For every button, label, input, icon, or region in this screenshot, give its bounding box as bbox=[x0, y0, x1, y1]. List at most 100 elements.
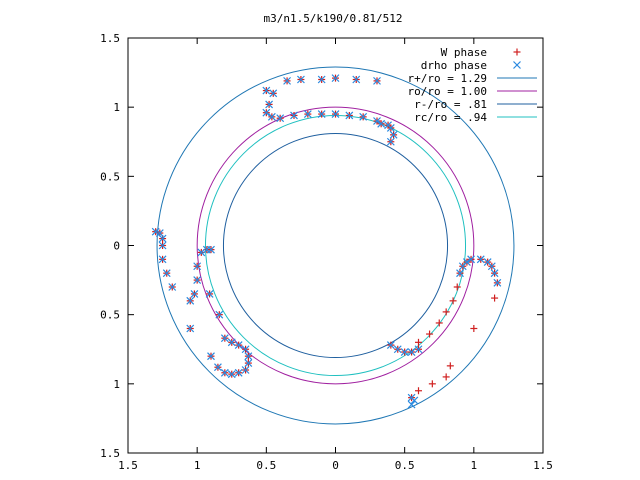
point-s1-69-d2 bbox=[410, 396, 419, 405]
point-s1-6 bbox=[283, 76, 292, 85]
point-s1-33 bbox=[193, 276, 202, 285]
point-s1-23-d2 bbox=[386, 137, 395, 146]
circle-2 bbox=[222, 132, 449, 359]
legend-marker-1 bbox=[513, 61, 521, 69]
x-tick-label: 1.5 bbox=[533, 459, 553, 472]
point-s1-30 bbox=[168, 283, 177, 291]
point-s1-6-d2 bbox=[283, 76, 292, 85]
point-s1-15-d2 bbox=[331, 110, 340, 119]
point-s1-61-d2 bbox=[456, 269, 464, 278]
point-s1-55-d2 bbox=[483, 258, 492, 267]
point-s1-14 bbox=[317, 110, 326, 119]
point-s1-26 bbox=[158, 234, 167, 243]
point-s1-42 bbox=[244, 352, 253, 361]
point-s1-15 bbox=[331, 110, 340, 119]
point-s1-51-d2 bbox=[215, 310, 224, 319]
point-s1-32 bbox=[190, 289, 199, 298]
chart-title: m3/n1.5/k190/0.81/512 bbox=[263, 12, 402, 25]
x-tick-label: 0.5 bbox=[256, 459, 276, 472]
point-s1-58 bbox=[493, 278, 502, 287]
point-s1-18 bbox=[373, 117, 381, 125]
legend-marker-1-d2 bbox=[513, 61, 521, 69]
point-s1-24 bbox=[151, 227, 160, 236]
point-s1-57 bbox=[490, 269, 499, 278]
point-s1-35 bbox=[197, 248, 206, 257]
point-s1-50 bbox=[207, 352, 215, 361]
point-s1-47-d2 bbox=[220, 368, 229, 377]
point-s1-46-d2 bbox=[227, 370, 236, 379]
point-s1-22-d2 bbox=[389, 130, 398, 139]
y-tick-label: 1 bbox=[113, 101, 120, 114]
legend-label-2: r+/ro = 1.29 bbox=[408, 72, 487, 85]
point-s0-64 bbox=[442, 308, 450, 316]
y-tick-label: 0 bbox=[113, 240, 120, 253]
x-tick-label: 0.5 bbox=[395, 459, 415, 472]
point-s1-44-d2 bbox=[241, 366, 250, 374]
point-s1-18-d2 bbox=[373, 117, 381, 125]
point-s1-4-d2 bbox=[267, 112, 276, 121]
point-s1-3 bbox=[262, 108, 271, 117]
point-s1-40 bbox=[234, 341, 243, 350]
point-s1-21-d2 bbox=[386, 123, 395, 132]
point-s1-66-d2 bbox=[414, 345, 423, 354]
legend-marker-0 bbox=[513, 48, 521, 56]
point-s1-54 bbox=[476, 255, 485, 264]
point-s1-63-d2 bbox=[393, 345, 402, 354]
point-s1-44 bbox=[241, 366, 250, 374]
point-s1-43 bbox=[244, 359, 253, 368]
point-s1-45-d2 bbox=[234, 368, 243, 377]
point-s1-52 bbox=[205, 289, 214, 298]
axes-layer: 1.5 1 0.5 0 0.5 1 1.51.510.500.511.5 bbox=[100, 32, 553, 472]
point-s1-38-d2 bbox=[220, 334, 229, 343]
point-s1-26-d2 bbox=[158, 234, 167, 243]
point-s1-53-d2 bbox=[467, 255, 475, 264]
point-s1-30-d2 bbox=[168, 283, 177, 291]
point-s1-11 bbox=[373, 76, 381, 85]
point-s0-75 bbox=[428, 380, 436, 388]
point-s1-0-d2 bbox=[262, 86, 271, 95]
point-s1-58-d2 bbox=[493, 278, 502, 287]
point-s1-8 bbox=[317, 75, 326, 84]
point-s1-31-d2 bbox=[186, 296, 195, 305]
point-s1-11-d2 bbox=[373, 76, 381, 85]
point-s1-33-d2 bbox=[193, 276, 202, 285]
point-s1-52-d2 bbox=[205, 289, 214, 298]
point-s1-48-d2 bbox=[213, 363, 222, 372]
point-s1-46 bbox=[227, 370, 236, 379]
point-s0-79 bbox=[491, 294, 499, 302]
point-s1-62 bbox=[386, 341, 395, 350]
point-s1-17 bbox=[359, 112, 368, 121]
point-s1-48 bbox=[213, 363, 222, 372]
point-s1-31 bbox=[186, 296, 195, 305]
point-s1-16 bbox=[345, 111, 354, 120]
point-s1-45 bbox=[234, 368, 243, 377]
point-s1-69 bbox=[410, 396, 419, 405]
x-tick-label: 1 bbox=[194, 459, 201, 472]
point-s1-28-d2 bbox=[158, 255, 167, 264]
x-tick-label: 1.5 bbox=[118, 459, 138, 472]
point-s1-13 bbox=[303, 110, 312, 119]
point-s1-34-d2 bbox=[193, 262, 202, 271]
point-s1-9 bbox=[331, 74, 340, 83]
point-s1-9-d2 bbox=[331, 74, 340, 83]
point-s1-68-d2 bbox=[407, 400, 416, 409]
point-s1-29-d2 bbox=[162, 269, 171, 278]
point-s1-49 bbox=[186, 324, 195, 333]
point-s1-1 bbox=[269, 89, 278, 98]
legend-label-1: drho phase bbox=[421, 59, 487, 72]
legend-label-0: W phase bbox=[441, 46, 487, 59]
point-s1-0 bbox=[262, 86, 271, 95]
point-s1-39 bbox=[227, 338, 236, 347]
point-s1-41 bbox=[241, 345, 250, 354]
point-s1-51 bbox=[215, 310, 224, 319]
point-s1-64-d2 bbox=[400, 348, 409, 356]
point-s1-53 bbox=[467, 255, 475, 264]
y-tick-label: 1.5 bbox=[100, 32, 120, 45]
point-s0-76 bbox=[442, 373, 450, 381]
point-s1-14-d2 bbox=[317, 110, 326, 119]
point-s1-10 bbox=[352, 75, 361, 84]
point-s1-7-d2 bbox=[296, 75, 305, 84]
point-s1-27 bbox=[158, 241, 167, 250]
point-s1-7 bbox=[296, 75, 305, 84]
